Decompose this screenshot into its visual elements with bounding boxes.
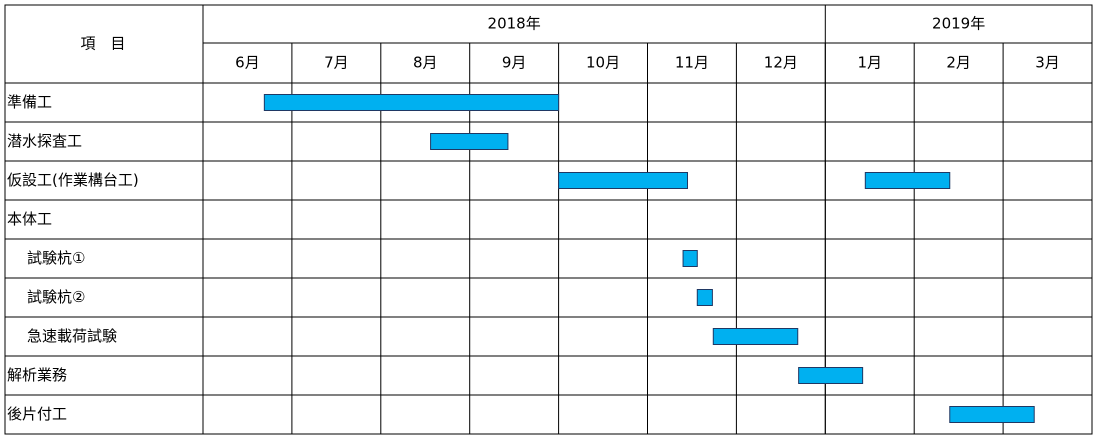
month-label: 6月 [235, 54, 260, 72]
task-label: 仮設工(作業構台工) [7, 171, 139, 189]
task-bar [263, 94, 560, 111]
month-label: 8月 [413, 54, 438, 72]
task-bar [864, 172, 951, 189]
corner-label: 項 目 [80, 35, 125, 53]
task-bar [558, 172, 689, 189]
task-bar [682, 250, 698, 267]
task-label: 準備工 [7, 93, 52, 111]
month-label: 10月 [586, 54, 620, 72]
table-frame [4, 4, 1093, 435]
month-label: 7月 [324, 54, 349, 72]
month-label: 12月 [764, 54, 798, 72]
task-label: 潜水探査工 [7, 132, 82, 150]
month-label: 3月 [1035, 54, 1060, 72]
month-label: 2月 [946, 54, 971, 72]
task-label: 解析業務 [7, 366, 67, 384]
month-label: 11月 [675, 54, 709, 72]
year-label: 2019年 [932, 15, 985, 33]
task-label: 本体工 [7, 210, 52, 228]
month-label: 1月 [857, 54, 882, 72]
year-label: 2018年 [488, 15, 541, 33]
month-label: 9月 [502, 54, 527, 72]
task-label: 後片付工 [7, 405, 67, 423]
task-bar [430, 133, 509, 150]
task-bar [798, 367, 864, 384]
task-label: 試験杭② [27, 288, 85, 306]
task-bar [712, 328, 799, 345]
task-bar [949, 406, 1035, 423]
task-label: 急速載荷試験 [27, 327, 117, 345]
task-label: 試験杭① [27, 249, 85, 267]
task-bar [696, 289, 713, 306]
